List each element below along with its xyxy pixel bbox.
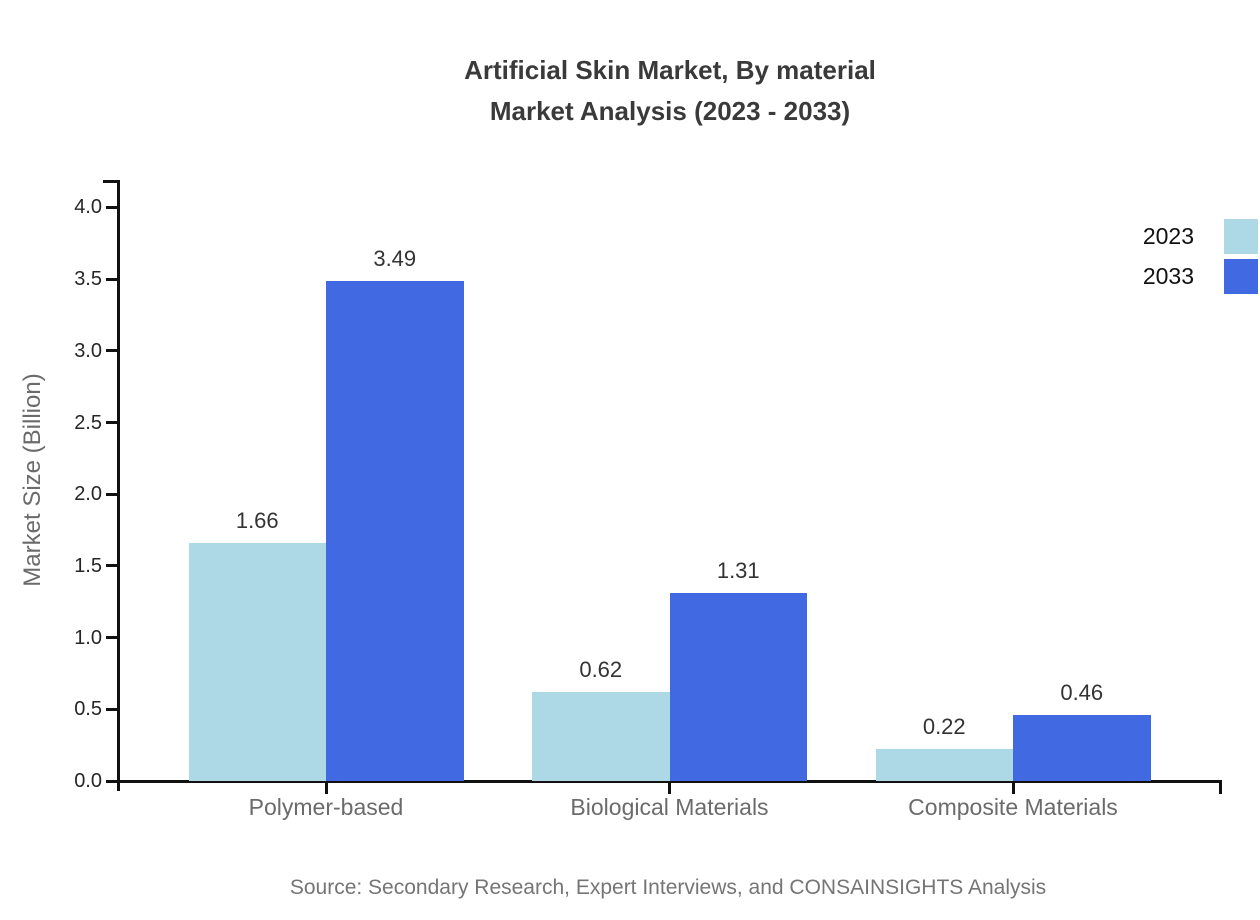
bar-2023-composite-materials [875, 749, 1013, 781]
legend-swatch-icon-2033 [1224, 259, 1258, 294]
y-tick-mark [106, 492, 117, 496]
y-tick-label: 1.5 [74, 554, 102, 577]
y-tick-mark [106, 564, 117, 568]
y-tick-mark [106, 277, 117, 281]
y-tick-label: 3.5 [74, 268, 102, 291]
bar-value-label-2033-biological-materials: 1.31 [716, 558, 760, 584]
legend-item-2023: 2023 [1143, 219, 1258, 254]
legend-item-2033: 2033 [1143, 259, 1258, 294]
bar-2033-polymer-based [326, 280, 464, 781]
legend-label-2023: 2023 [1142, 223, 1194, 249]
bar-2023-polymer-based [188, 542, 326, 781]
y-tick-mark [106, 707, 117, 711]
source-note: Source: Secondary Research, Expert Inter… [289, 876, 1047, 899]
x-category-label-biological-materials: Biological Materials [570, 794, 769, 820]
x-category-label-composite-materials: Composite Materials [908, 794, 1118, 820]
y-tick-label: 0.5 [74, 698, 102, 721]
bar-value-label-2033-polymer-based: 3.49 [373, 245, 417, 271]
x-category-label-polymer-based: Polymer-based [248, 794, 404, 820]
legend-label-2033: 2033 [1142, 263, 1194, 289]
x-tick-mark [668, 783, 671, 794]
y-tick-label: 2.0 [74, 483, 102, 506]
bar-2033-composite-materials [1013, 715, 1151, 781]
y-tick-label: 4.0 [74, 196, 102, 219]
y-tick-label: 1.0 [74, 626, 102, 649]
bar-2033-biological-materials [669, 593, 807, 781]
x-tick-mark [324, 783, 328, 794]
chart-title: Artificial Skin Market, By material Mark… [80, 50, 1260, 132]
bar-value-label-2033-composite-materials: 0.46 [1060, 680, 1104, 706]
y-axis-end-cap [103, 180, 120, 183]
chart-title-line2: Market Analysis (2023 - 2033) [489, 96, 851, 126]
bar-2023-biological-materials [532, 692, 670, 781]
bar-value-label-2023-composite-materials: 0.22 [922, 714, 966, 740]
y-tick-mark [106, 636, 117, 640]
bar-value-label-2023-biological-materials: 0.62 [579, 657, 623, 683]
y-tick-mark [106, 349, 117, 353]
bar-value-label-2023-polymer-based: 1.66 [235, 507, 279, 533]
chart-title-line1: Artificial Skin Market, By material [464, 55, 876, 85]
legend-swatch-icon-2023 [1224, 219, 1258, 254]
y-tick-label: 2.5 [74, 411, 102, 434]
x-axis-line [117, 780, 1222, 783]
x-axis-end-cap [1219, 780, 1222, 794]
y-tick-mark [106, 205, 117, 209]
x-tick-mark [1011, 783, 1015, 794]
y-tick-label: 3.0 [74, 339, 102, 362]
y-tick-mark [106, 779, 117, 783]
y-axis-line [117, 180, 120, 791]
y-tick-label: 0.0 [74, 770, 102, 792]
y-tick-mark [106, 421, 117, 424]
legend: 2023 2033 [1143, 219, 1258, 299]
